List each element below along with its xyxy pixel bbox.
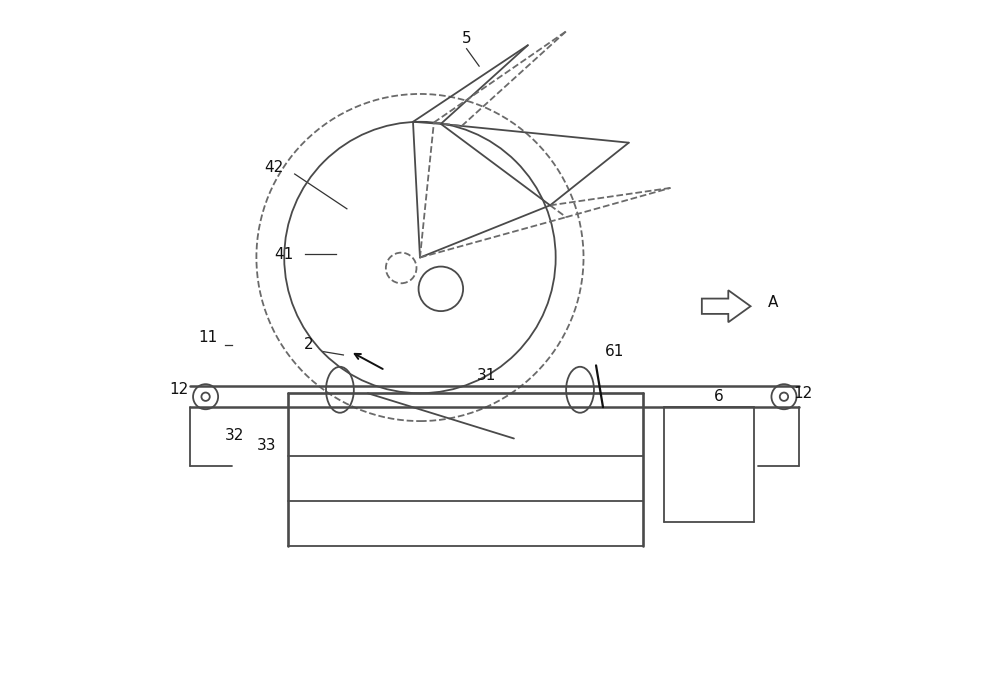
- Text: 32: 32: [224, 427, 244, 443]
- Text: 11: 11: [198, 330, 217, 345]
- Text: 33: 33: [257, 438, 277, 453]
- Text: 6: 6: [714, 389, 724, 404]
- Text: 2: 2: [304, 337, 313, 352]
- Text: 31: 31: [476, 368, 496, 383]
- Text: 5: 5: [462, 31, 471, 46]
- Text: 61: 61: [605, 344, 625, 359]
- Text: 12: 12: [793, 386, 812, 401]
- Text: A: A: [768, 295, 779, 310]
- Text: 42: 42: [264, 159, 283, 175]
- Text: 12: 12: [169, 382, 188, 397]
- FancyArrow shape: [702, 290, 751, 322]
- Text: 41: 41: [275, 246, 294, 262]
